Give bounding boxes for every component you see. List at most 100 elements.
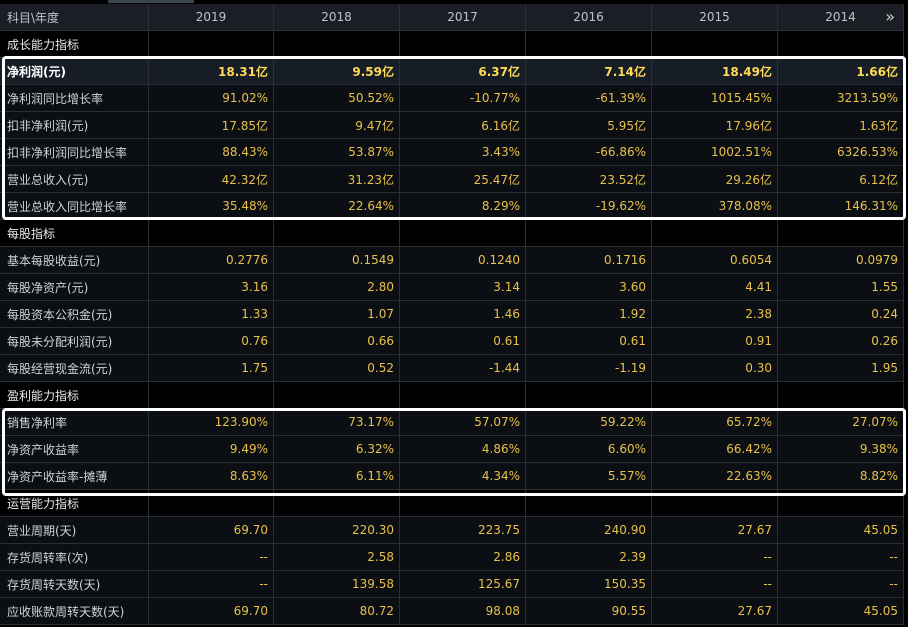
row-label: 营业总收入(元) (0, 166, 149, 193)
value-cell: 66.42% (652, 436, 778, 463)
value-cell: 240.90 (526, 517, 652, 544)
value-cell: 1002.51% (652, 139, 778, 166)
section-empty-cell (526, 220, 652, 247)
value-cell: 8.63% (149, 463, 274, 490)
value-cell: 3.16 (149, 274, 274, 301)
row-label: 每股净资产(元) (0, 274, 149, 301)
header-year[interactable]: 2015 (652, 4, 778, 31)
header-year-last[interactable]: 2014 » (778, 4, 904, 31)
header-year[interactable]: 2018 (274, 4, 400, 31)
value-cell: 1.66亿 (778, 58, 904, 85)
value-cell: 18.31亿 (149, 58, 274, 85)
row-label: 营业总收入同比增长率 (0, 193, 149, 220)
value-cell: 2.39 (526, 544, 652, 571)
value-cell: 0.1549 (274, 247, 400, 274)
value-cell: 9.49% (149, 436, 274, 463)
section-empty-cell (274, 220, 400, 247)
section-empty-cell (400, 31, 526, 58)
value-cell: 8.29% (400, 193, 526, 220)
row-label: 扣非净利润同比增长率 (0, 139, 149, 166)
value-cell: 9.59亿 (274, 58, 400, 85)
value-cell: 0.52 (274, 355, 400, 382)
value-cell: 6.16亿 (400, 112, 526, 139)
value-cell: 0.24 (778, 301, 904, 328)
value-cell: 0.30 (652, 355, 778, 382)
value-cell: 1.92 (526, 301, 652, 328)
double-chevron-right-icon[interactable]: » (885, 7, 895, 26)
value-cell: 2.80 (274, 274, 400, 301)
active-tab-indicator[interactable] (108, 0, 194, 3)
value-cell: 4.34% (400, 463, 526, 490)
value-cell: 90.55 (526, 598, 652, 625)
value-cell: -- (652, 571, 778, 598)
value-cell: 220.30 (274, 517, 400, 544)
value-cell: 1.07 (274, 301, 400, 328)
value-cell: 0.26 (778, 328, 904, 355)
top-strip (0, 0, 908, 4)
value-cell: 8.82% (778, 463, 904, 490)
value-cell: 27.67 (652, 517, 778, 544)
header-year[interactable]: 2016 (526, 4, 652, 31)
value-cell: -1.44 (400, 355, 526, 382)
value-cell: 2.38 (652, 301, 778, 328)
section-empty-cell (149, 31, 274, 58)
value-cell: 378.08% (652, 193, 778, 220)
value-cell: 27.67 (652, 598, 778, 625)
section-empty-cell (652, 31, 778, 58)
value-cell: -10.77% (400, 85, 526, 112)
row-label: 净资产收益率-摊薄 (0, 463, 149, 490)
value-cell: -19.62% (526, 193, 652, 220)
value-cell: 1.95 (778, 355, 904, 382)
value-cell: -- (778, 571, 904, 598)
value-cell: 0.91 (652, 328, 778, 355)
value-cell: 88.43% (149, 139, 274, 166)
value-cell: 4.86% (400, 436, 526, 463)
section-empty-cell (274, 382, 400, 409)
row-label: 销售净利率 (0, 409, 149, 436)
value-cell: 45.05 (778, 517, 904, 544)
header-year[interactable]: 2019 (149, 4, 274, 31)
value-cell: 22.64% (274, 193, 400, 220)
value-cell: 53.87% (274, 139, 400, 166)
value-cell: 3.43% (400, 139, 526, 166)
section-empty-cell (778, 220, 904, 247)
row-label: 存货周转天数(天) (0, 571, 149, 598)
value-cell: 3213.59% (778, 85, 904, 112)
section-title: 盈利能力指标 (0, 382, 149, 409)
section-empty-cell (149, 220, 274, 247)
value-cell: 22.63% (652, 463, 778, 490)
value-cell: 1.55 (778, 274, 904, 301)
row-label: 每股未分配利润(元) (0, 328, 149, 355)
value-cell: 146.31% (778, 193, 904, 220)
value-cell: 9.47亿 (274, 112, 400, 139)
section-empty-cell (400, 220, 526, 247)
value-cell: 6.11% (274, 463, 400, 490)
value-cell: 18.49亿 (652, 58, 778, 85)
value-cell: 0.1240 (400, 247, 526, 274)
value-cell: 0.61 (400, 328, 526, 355)
header-year[interactable]: 2014 (825, 10, 856, 24)
value-cell: 0.61 (526, 328, 652, 355)
header-year[interactable]: 2017 (400, 4, 526, 31)
value-cell: 6.12亿 (778, 166, 904, 193)
value-cell: 17.85亿 (149, 112, 274, 139)
value-cell: 0.2776 (149, 247, 274, 274)
section-empty-cell (778, 490, 904, 517)
section-empty-cell (274, 490, 400, 517)
value-cell: -- (149, 571, 274, 598)
value-cell: 223.75 (400, 517, 526, 544)
row-label: 存货周转率(次) (0, 544, 149, 571)
section-title: 成长能力指标 (0, 31, 149, 58)
value-cell: 91.02% (149, 85, 274, 112)
value-cell: 6.32% (274, 436, 400, 463)
value-cell: 73.17% (274, 409, 400, 436)
row-label: 应收账款周转天数(天) (0, 598, 149, 625)
value-cell: 1.75 (149, 355, 274, 382)
row-label: 扣非净利润(元) (0, 112, 149, 139)
value-cell: -61.39% (526, 85, 652, 112)
section-empty-cell (526, 382, 652, 409)
value-cell: 7.14亿 (526, 58, 652, 85)
value-cell: 0.76 (149, 328, 274, 355)
value-cell: 3.14 (400, 274, 526, 301)
value-cell: 2.58 (274, 544, 400, 571)
